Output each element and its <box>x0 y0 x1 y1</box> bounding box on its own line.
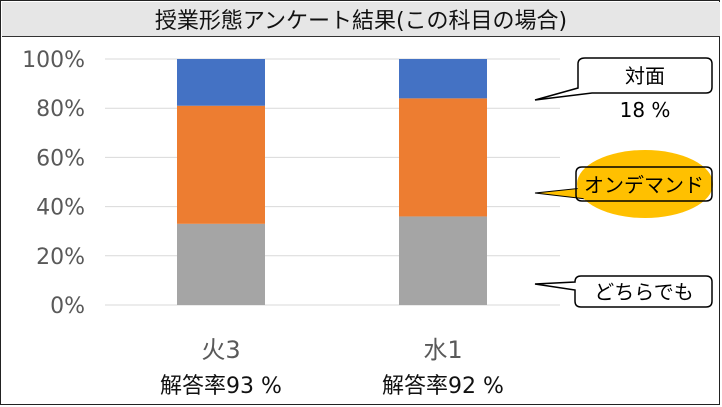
x-category-label: 火3 <box>201 336 240 364</box>
response-rate-label: 解答率92 % <box>382 374 504 399</box>
y-tick-label: 80% <box>36 97 85 122</box>
bar-segment <box>177 59 265 106</box>
bar-segment <box>399 98 487 217</box>
y-tick-label: 100% <box>22 48 85 73</box>
face-to-face-percent: 18 % <box>620 98 671 122</box>
bar-segment <box>177 105 265 224</box>
face-to-face-callout-label: 対面 <box>625 64 665 88</box>
either-callout-box <box>534 275 713 308</box>
bar-segment <box>399 216 487 305</box>
y-tick-label: 0% <box>50 294 85 319</box>
on-demand-callout-box <box>575 166 713 202</box>
on-demand-callout-label: オンデマンド <box>584 173 704 197</box>
y-tick-label: 20% <box>36 245 85 270</box>
y-tick-label: 40% <box>36 196 85 221</box>
response-rate-label: 解答率93 % <box>160 374 282 399</box>
bar-segment <box>399 59 487 99</box>
bar-segment <box>177 223 265 305</box>
y-tick-label: 60% <box>36 146 85 171</box>
face-to-face-callout-box <box>534 57 713 101</box>
either-callout-label: どちらでも <box>594 280 693 304</box>
x-category-label: 水1 <box>423 336 462 364</box>
chart-title: 授業形態アンケート結果(この科目の場合) <box>2 2 720 37</box>
